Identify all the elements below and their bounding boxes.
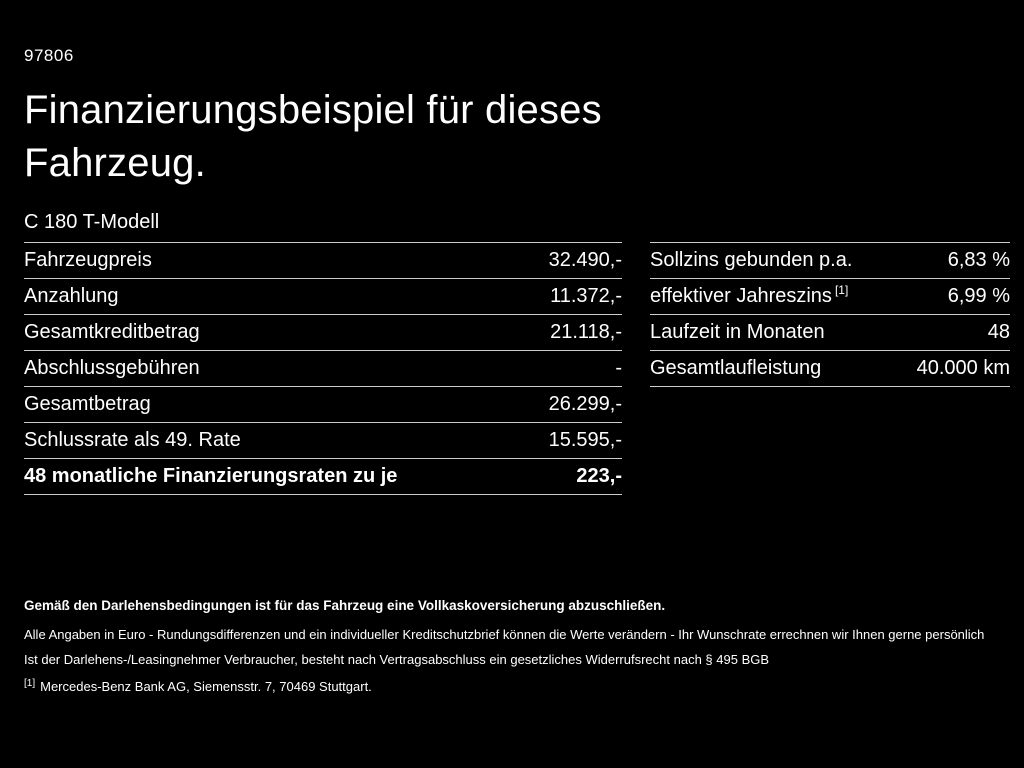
footnote-ref: [1]	[834, 283, 849, 298]
footnote-bank: [1] Mercedes-Benz Bank AG, Siemensstr. 7,…	[24, 678, 1000, 696]
table-row-effektiver-jahreszins: effektiver Jahreszins [1] 6,99 %	[650, 278, 1010, 314]
offer-id: 97806	[24, 46, 74, 65]
finance-table: Fahrzeugpreis 32.490,- Anzahlung 11.372,…	[24, 242, 622, 495]
table-row-gesamtlaufleistung: Gesamtlaufleistung 40.000 km	[650, 350, 1010, 386]
footnote-marker: [1]	[24, 677, 36, 689]
row-label: effektiver Jahreszins [1]	[650, 283, 849, 308]
row-value: 223,-	[576, 465, 622, 487]
row-value: 21.118,-	[550, 321, 622, 343]
row-value: 48	[987, 321, 1010, 343]
table-row-anzahlung: Anzahlung 11.372,-	[24, 278, 622, 314]
row-label: Gesamtlaufleistung	[650, 357, 822, 379]
table-row-sollzins: Sollzins gebunden p.a. 6,83 %	[650, 242, 1010, 278]
row-label: Schlussrate als 49. Rate	[24, 429, 241, 451]
row-value: 15.595,-	[548, 429, 622, 451]
table-row-gesamtbetrag: Gesamtbetrag 26.299,-	[24, 386, 622, 422]
table-row-abschlussgebuehren: Abschlussgebühren -	[24, 350, 622, 386]
insurance-note: Gemäß den Darlehensbedingungen ist für d…	[24, 598, 666, 613]
tables-container: Fahrzeugpreis 32.490,- Anzahlung 11.372,…	[24, 242, 1010, 495]
page-title: Finanzierungsbeispiel für dieses Fahrzeu…	[24, 88, 602, 185]
row-value: -	[615, 357, 622, 379]
table-row-gesamtkreditbetrag: Gesamtkreditbetrag 21.118,-	[24, 314, 622, 350]
row-label: Anzahlung	[24, 285, 119, 307]
row-value: 6,83 %	[947, 249, 1010, 271]
conditions-table: Sollzins gebunden p.a. 6,83 % effektiver…	[650, 242, 1010, 387]
row-value: 40.000 km	[916, 357, 1010, 379]
row-value: 26.299,-	[548, 393, 622, 415]
disclaimer-line-1: Alle Angaben in Euro - Rundungsdifferenz…	[24, 627, 985, 643]
row-value: 11.372,-	[550, 285, 622, 307]
row-label: Fahrzeugpreis	[24, 249, 152, 271]
vehicle-model: C 180 T-Modell	[24, 211, 160, 233]
row-label: Abschlussgebühren	[24, 357, 200, 379]
disclaimer-line-2: Ist der Darlehens-/Leasingnehmer Verbrau…	[24, 651, 770, 667]
row-label: Sollzins gebunden p.a.	[650, 249, 853, 271]
footer-disclaimers: Gemäß den Darlehensbedingungen ist für d…	[24, 597, 1000, 696]
row-label-text: effektiver Jahreszins	[650, 285, 832, 307]
row-label: Gesamtkreditbetrag	[24, 321, 200, 343]
table-row-schlussrate: Schlussrate als 49. Rate 15.595,-	[24, 422, 622, 458]
table-row-monatsrate: 48 monatliche Finanzierungsraten zu je 2…	[24, 458, 622, 494]
row-label: 48 monatliche Finanzierungsraten zu je	[24, 465, 398, 487]
table-row-laufzeit: Laufzeit in Monaten 48	[650, 314, 1010, 350]
table-row-fahrzeugpreis: Fahrzeugpreis 32.490,-	[24, 242, 622, 278]
footnote-text: Mercedes-Benz Bank AG, Siemensstr. 7, 70…	[40, 679, 372, 695]
row-value: 32.490,-	[548, 249, 622, 271]
row-label: Gesamtbetrag	[24, 393, 151, 415]
row-value: 6,99 %	[947, 285, 1010, 307]
row-label: Laufzeit in Monaten	[650, 321, 825, 343]
